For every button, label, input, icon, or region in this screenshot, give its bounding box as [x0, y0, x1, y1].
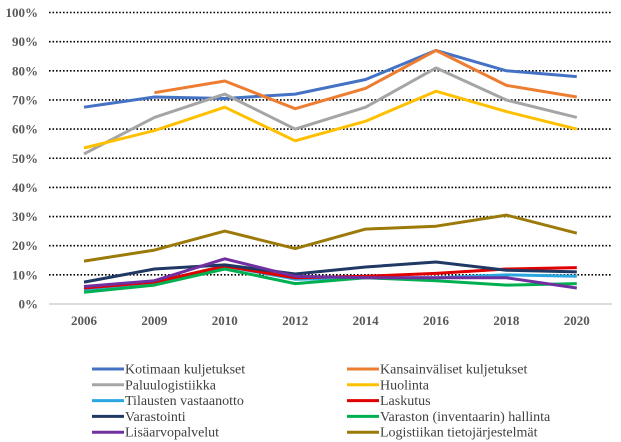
series-line-8 — [83, 257, 578, 290]
y-tick-label: 30% — [12, 209, 38, 224]
legend-label: Varaston (inventaarin) hallinta — [380, 410, 551, 425]
legend: Kotimaan kuljetukset Kansainväliset kulje… — [92, 363, 551, 441]
legend-label: Paluulogistiikka — [125, 378, 217, 393]
y-tick-label: 100% — [6, 5, 39, 20]
legend-label: Logistiikan tietojärjestelmät — [380, 426, 538, 441]
legend-label: Lisäarvopalvelut — [125, 426, 219, 441]
series-line-0 — [83, 48, 577, 109]
legend-label: Tilausten vastaanotto — [125, 394, 244, 409]
series-line-7 — [83, 267, 577, 294]
legend-label: Laskutus — [380, 394, 431, 409]
y-tick-label: 80% — [12, 63, 38, 78]
series-line-2 — [83, 66, 578, 156]
legend-label: Huolinta — [380, 378, 430, 393]
series-line-9 — [83, 213, 578, 263]
y-tick-label: 40% — [12, 180, 38, 195]
x-tick-label: 2010 — [212, 313, 238, 328]
y-tick-label: 50% — [12, 151, 38, 166]
y-tick-label: 0% — [19, 297, 39, 312]
y-axis-ticks: 0% 10% 20% 30% 40% 50% 60% 70% 80% 90% 100% — [6, 5, 39, 312]
legend-label: Varastointi — [125, 410, 186, 425]
legend-label: Kansainväliset kuljetukset — [380, 363, 527, 378]
y-tick-label: 70% — [12, 92, 38, 107]
x-tick-label: 2014 — [353, 313, 380, 328]
y-tick-label: 10% — [12, 267, 38, 282]
series-line-6 — [83, 260, 577, 284]
x-tick-label: 2020 — [564, 313, 590, 328]
x-tick-label: 2012 — [282, 313, 308, 328]
x-tick-label: 2018 — [493, 313, 520, 328]
x-tick-label: 2016 — [423, 313, 450, 328]
x-tick-label: 2006 — [71, 313, 98, 328]
x-axis-ticks: 2006 2009 2010 2012 2014 2016 2018 2020 — [71, 313, 590, 328]
gridlines — [49, 11, 612, 276]
y-tick-label: 90% — [12, 34, 38, 49]
series-lines — [83, 48, 578, 294]
legend-label: Kotimaan kuljetukset — [125, 363, 245, 378]
x-tick-label: 2009 — [141, 313, 168, 328]
y-tick-label: 60% — [12, 122, 38, 137]
series-line-3 — [83, 89, 578, 150]
series-line-1 — [154, 48, 578, 111]
y-tick-label: 20% — [12, 238, 38, 253]
